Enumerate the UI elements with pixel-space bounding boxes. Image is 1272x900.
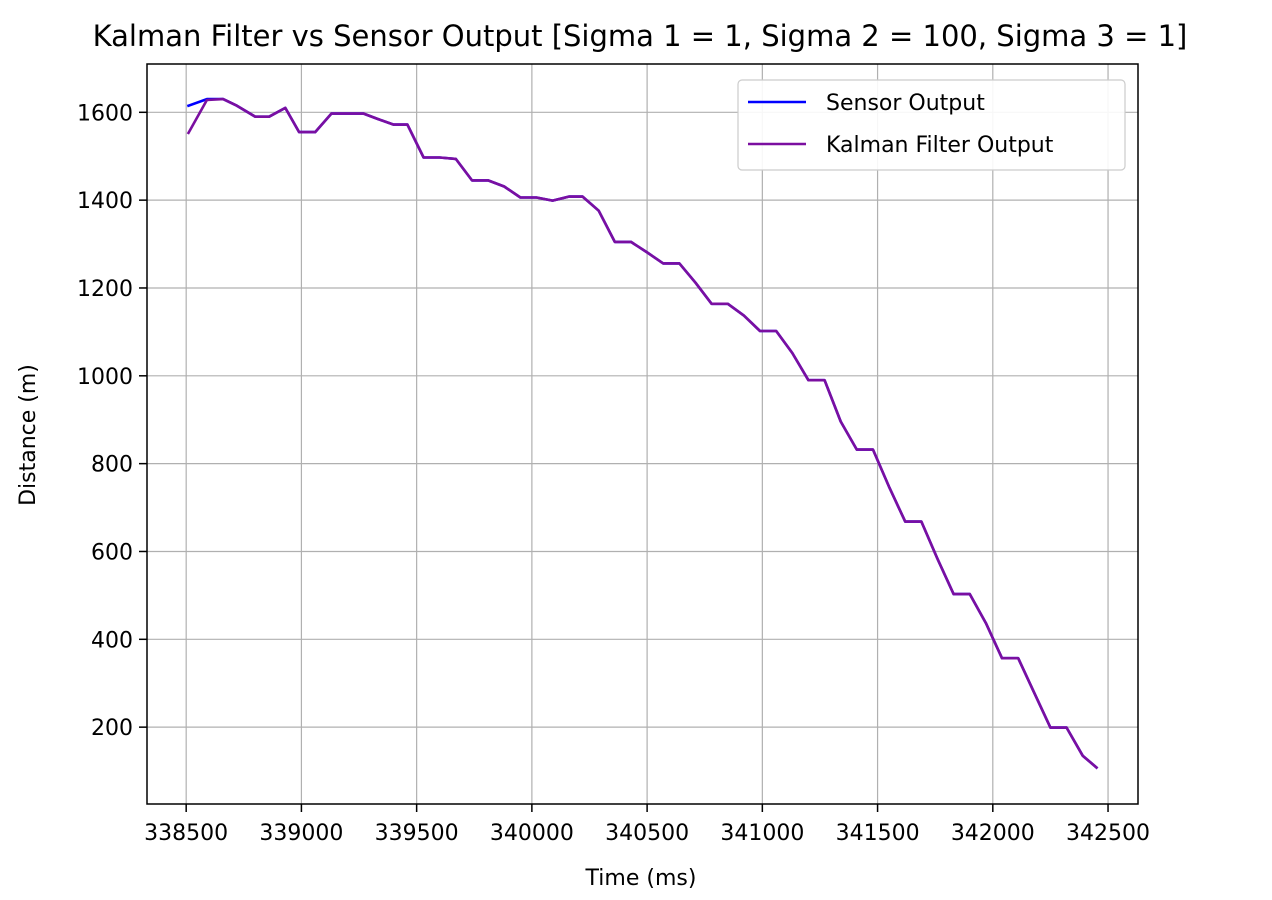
chart-title: Kalman Filter vs Sensor Output [Sigma 1 … — [93, 19, 1188, 53]
y-tick-label: 200 — [91, 716, 133, 741]
y-tick-label: 800 — [91, 453, 133, 478]
plot-series — [186, 97, 1099, 770]
y-tick-label: 1200 — [77, 277, 133, 302]
legend-box — [737, 79, 1126, 171]
x-tick-label: 341000 — [720, 821, 804, 846]
series-line-kalman-filter-output — [186, 97, 1099, 770]
x-tick-label: 342500 — [1066, 821, 1150, 846]
y-tick-label: 1000 — [77, 365, 133, 390]
grid-lines — [147, 64, 1138, 804]
y-tick-label: 1600 — [77, 101, 133, 126]
x-axis-title: Time (ms) — [585, 866, 697, 891]
series-line-sensor-output — [186, 97, 1099, 770]
plot-frame — [146, 63, 1139, 805]
legend-label-sensor-output: Sensor Output — [826, 91, 985, 116]
legend: Sensor Output Kalman Filter Output — [737, 79, 1126, 171]
y-axis-title: Distance (m) — [16, 364, 41, 506]
y-tick-label: 600 — [91, 540, 133, 565]
x-tick-label: 339500 — [375, 821, 459, 846]
legend-label-kalman-filter-output: Kalman Filter Output — [826, 133, 1054, 158]
x-tick-label: 341500 — [836, 821, 920, 846]
x-tick-label: 340500 — [605, 821, 689, 846]
x-axis-ticks: 338500 339000 339500 340000 340500 341000 3415… — [144, 804, 1150, 846]
y-tick-label: 1400 — [77, 189, 133, 214]
x-tick-label: 342000 — [951, 821, 1035, 846]
y-axis-ticks: 200 400 600 800 1000 1200 1400 1600 — [77, 101, 147, 741]
y-tick-label: 400 — [91, 628, 133, 653]
x-tick-label: 338500 — [144, 821, 228, 846]
x-tick-label: 339000 — [259, 821, 343, 846]
x-tick-label: 340000 — [490, 821, 574, 846]
